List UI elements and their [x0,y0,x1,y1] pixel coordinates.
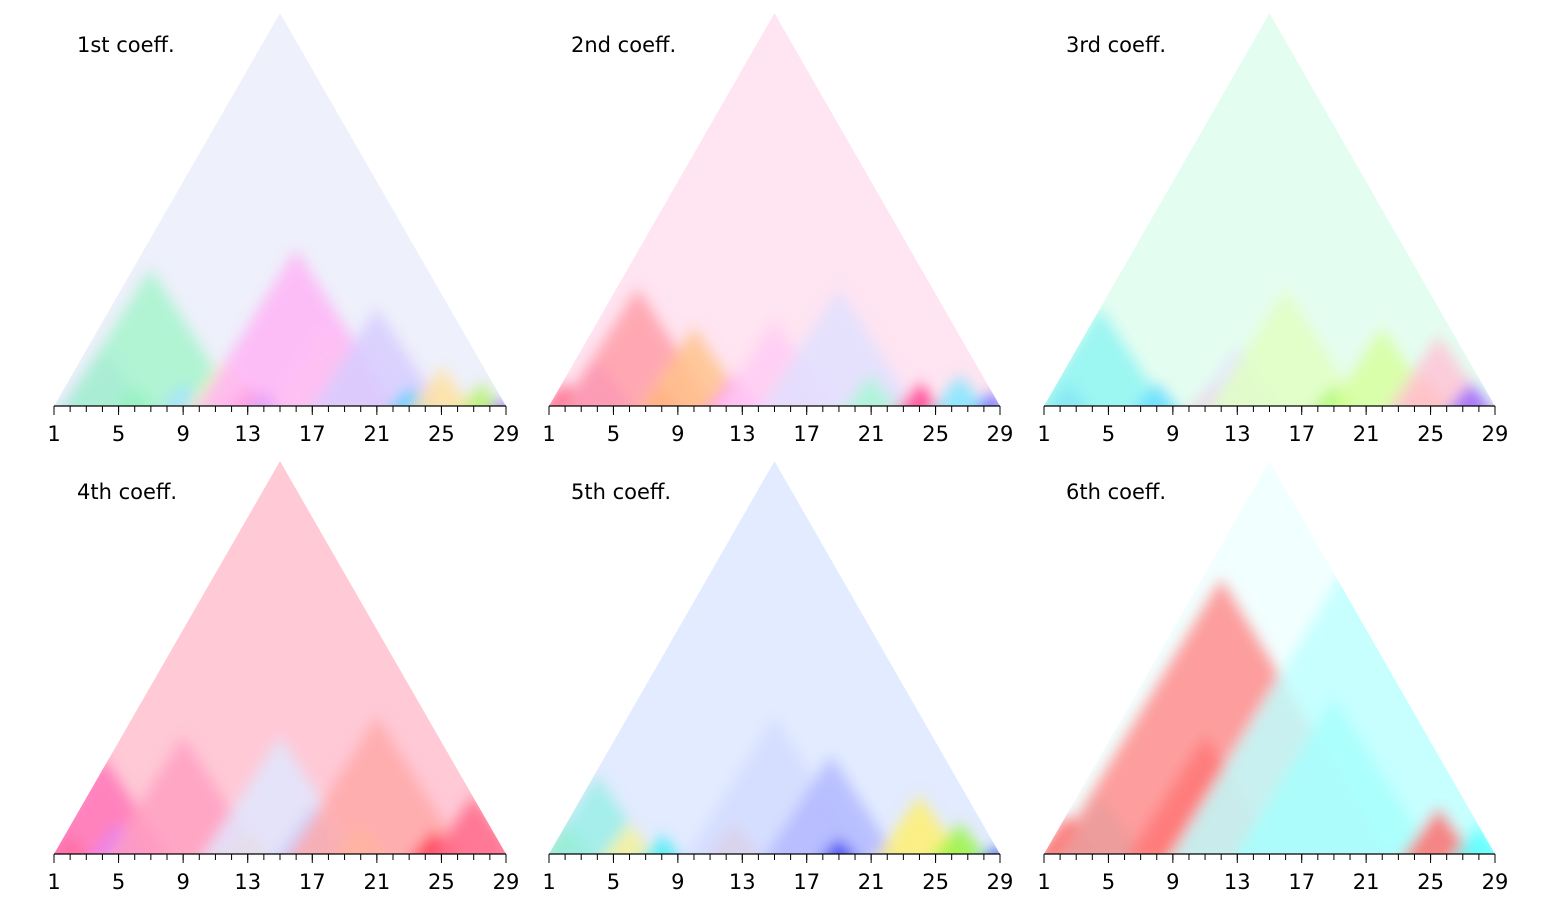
heatmap-region [1443,382,1495,406]
x-tick-label: 25 [1417,422,1444,446]
panel-title: 1st coeff. [77,33,175,57]
x-tick-label: 9 [671,422,684,446]
heatmap-region [549,382,593,406]
heatmap-triangle [1044,13,1495,406]
x-tick-label: 29 [1482,422,1509,446]
panel-6: 6th coeff. 1 5 9 13 17 21 25 29 [1037,461,1509,894]
heatmap-region [57,268,245,406]
x-tick-label: 1 [47,870,60,894]
heatmap-region [405,830,461,854]
heatmap-region [404,366,479,406]
heatmap-region [383,386,435,406]
heatmap-region [454,382,506,406]
heatmap-region [155,382,211,406]
x-tick-label: 1 [47,422,60,446]
x-tick-label: 29 [493,422,520,446]
heatmap-region [283,716,471,854]
x-tick-label: 5 [112,870,125,894]
panel-title: 4th coeff. [77,480,177,504]
x-tick-label: 17 [299,870,326,894]
x-tick-label: 21 [858,870,885,894]
heatmap-region [756,288,921,406]
x-tick-label: 25 [428,422,455,446]
x-tick-label: 29 [987,422,1014,446]
x-tick-label: 1 [542,870,555,894]
panel-title: 5th coeff. [571,480,671,504]
x-tick-label: 13 [1224,870,1251,894]
heatmap-region [306,307,448,406]
heatmap-triangle [54,13,506,406]
panel-5: 5th coeff. 1 5 9 13 17 21 25 29 [542,461,1014,894]
x-tick-label: 29 [987,870,1014,894]
heatmap-triangle [549,461,1000,854]
x-tick-label: 21 [363,870,390,894]
x-tick-label: 1 [1037,422,1050,446]
x-tick-label: 17 [793,870,820,894]
x-tick-label: 13 [234,870,261,894]
panel-title: 2nd coeff. [571,33,676,57]
x-tick-label: 13 [234,422,261,446]
x-tick-label: 21 [1353,870,1380,894]
x-tick-label: 17 [793,422,820,446]
heatmap-region [1203,288,1368,406]
x-tick-label: 13 [729,870,756,894]
x-tick-label: 17 [299,422,326,446]
x-tick-label: 5 [1102,422,1115,446]
x-tick-label: 9 [1166,870,1179,894]
x-tick-label: 17 [1288,870,1315,894]
heatmap-triangle [54,461,506,854]
panel-3: 3rd coeff. 1 5 9 13 17 21 25 29 [1037,13,1509,446]
heatmap-region [891,382,948,406]
x-tick-label: 5 [607,422,620,446]
heatmap-background [549,461,1000,854]
panel-title: 6th coeff. [1066,480,1166,504]
x-tick-label: 21 [858,422,885,446]
x-tick-label: 13 [1224,422,1251,446]
x-tick-label: 25 [428,870,455,894]
x-tick-label: 9 [671,870,684,894]
x-tick-label: 29 [493,870,520,894]
x-tick-label: 25 [922,870,949,894]
x-tick-label: 21 [363,422,390,446]
x-tick-label: 9 [176,870,189,894]
x-tick-label: 5 [112,422,125,446]
x-tick-label: 1 [542,422,555,446]
x-tick-label: 25 [1417,870,1444,894]
x-tick-label: 9 [176,422,189,446]
heatmap-region [1129,382,1185,406]
x-tick-label: 21 [1353,422,1380,446]
heatmap-background [1044,13,1495,406]
heatmap-region [425,795,506,854]
heatmap-triangle [549,13,1000,406]
x-tick-label: 29 [1482,870,1509,894]
panel-2: 2nd coeff. 1 5 9 13 17 21 25 29 [542,13,1014,446]
x-tick-label: 1 [1037,870,1050,894]
heatmap-triangle [1044,461,1495,854]
panel-4: 4th coeff. 1 5 9 13 17 21 25 29 [47,461,520,894]
heatmap-region [1165,559,1495,854]
heatmap-background [549,13,1000,406]
heatmap-region [636,834,688,854]
x-tick-label: 17 [1288,422,1315,446]
x-tick-label: 25 [922,422,949,446]
panel-1: 1st coeff. 1 5 9 13 17 21 25 29 [47,13,520,446]
x-tick-label: 13 [729,422,756,446]
heatmap-region [815,838,863,854]
x-tick-label: 5 [607,870,620,894]
x-tick-label: 9 [1166,422,1179,446]
heatmap-region [760,755,902,854]
heatmap-region [968,390,1000,406]
panel-title: 3rd coeff. [1066,33,1166,57]
heatmap-region [1044,307,1172,406]
x-tick-label: 5 [1102,870,1115,894]
